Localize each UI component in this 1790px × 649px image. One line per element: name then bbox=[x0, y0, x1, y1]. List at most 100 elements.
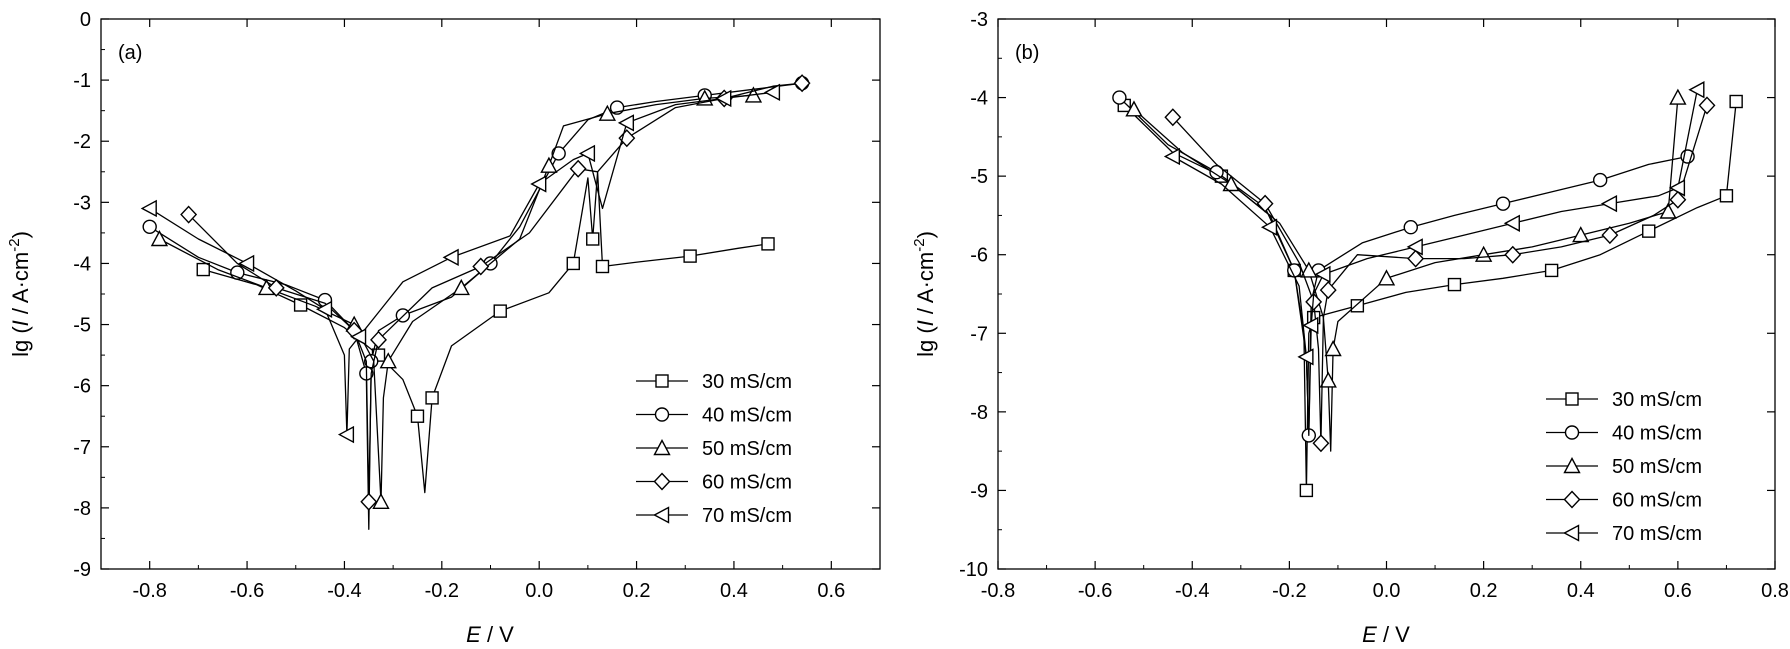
legend-entry: 50 mS/cm bbox=[1546, 456, 1702, 478]
data-point bbox=[793, 74, 811, 93]
y-tick-label: -3 bbox=[970, 9, 988, 31]
data-point bbox=[540, 156, 558, 173]
data-point bbox=[1222, 175, 1240, 192]
legend-entry: 70 mS/cm bbox=[636, 505, 792, 527]
y-tick-label: 0 bbox=[80, 9, 91, 31]
data-point bbox=[150, 230, 169, 247]
data-point bbox=[1163, 147, 1181, 166]
data-point bbox=[360, 492, 378, 511]
legend-marker bbox=[1565, 392, 1579, 406]
legend-label: 60 mS/cm bbox=[1612, 490, 1702, 512]
y-tick-label: -3 bbox=[73, 192, 91, 214]
x-tick-label: 0.6 bbox=[1664, 580, 1692, 602]
legend-entry: 60 mS/cm bbox=[1546, 490, 1702, 512]
data-point bbox=[595, 259, 610, 274]
data-point bbox=[1403, 220, 1418, 235]
data-point bbox=[452, 278, 470, 296]
series-70-ms-cm bbox=[140, 83, 781, 444]
data-point bbox=[238, 254, 255, 273]
data-point bbox=[1324, 340, 1342, 357]
x-tick-label: 0.2 bbox=[623, 580, 651, 602]
y-tick-label: -10 bbox=[959, 559, 988, 581]
data-point bbox=[196, 262, 210, 277]
legend-label: 60 mS/cm bbox=[702, 472, 792, 494]
series-40-ms-cm bbox=[142, 75, 810, 530]
x-tick-label: -0.2 bbox=[1272, 580, 1306, 602]
x-axis-symbol: E bbox=[1362, 622, 1377, 647]
legend-marker bbox=[653, 506, 670, 524]
x-axis-symbol: E bbox=[466, 622, 481, 647]
x-axis-unit: / V bbox=[481, 622, 514, 647]
data-point bbox=[617, 114, 635, 132]
legend-entry: 40 mS/cm bbox=[1546, 423, 1702, 445]
y-tick-label: -6 bbox=[73, 376, 91, 398]
data-point bbox=[1260, 218, 1278, 236]
data-point bbox=[578, 144, 596, 163]
y-axis-title: lg (I / A·cm-2) bbox=[6, 231, 33, 357]
data-point bbox=[267, 278, 285, 297]
y-tick-label: -1 bbox=[73, 70, 91, 92]
data-point bbox=[493, 304, 507, 318]
series-line bbox=[1118, 97, 1688, 437]
legend-marker bbox=[1563, 457, 1581, 474]
data-point bbox=[1314, 265, 1331, 284]
data-point bbox=[1164, 108, 1182, 127]
data-point bbox=[530, 175, 547, 193]
data-point bbox=[1300, 261, 1318, 278]
data-point bbox=[1504, 245, 1522, 264]
legend-label: 40 mS/cm bbox=[702, 405, 792, 427]
series-40-ms-cm bbox=[1112, 90, 1695, 443]
legend-entry: 30 mS/cm bbox=[636, 371, 792, 393]
data-point bbox=[1319, 281, 1337, 300]
data-point bbox=[1688, 81, 1705, 99]
series-line bbox=[1133, 97, 1679, 452]
y-tick-label: -7 bbox=[970, 323, 988, 345]
data-point bbox=[715, 89, 732, 108]
data-point bbox=[1407, 249, 1425, 268]
legend-marker bbox=[655, 374, 669, 388]
y-axis-suffix: ) bbox=[8, 231, 33, 238]
y-tick-label: -8 bbox=[73, 498, 91, 520]
data-point bbox=[1659, 202, 1677, 219]
data-point bbox=[472, 257, 490, 276]
legend-entry: 30 mS/cm bbox=[1546, 389, 1702, 411]
y-axis-prefix: lg ( bbox=[8, 326, 33, 357]
data-point bbox=[1668, 179, 1686, 197]
series-line bbox=[149, 91, 773, 436]
panel-a: -0.8 -0.6 -0.4 -0.2 0.0 0.2 0.4 0.6 0 -1 -2 -3 -4 -5 -… bbox=[6, 9, 881, 647]
x-tick-label: 0.8 bbox=[1761, 580, 1789, 602]
data-point bbox=[1698, 96, 1716, 115]
data-point bbox=[1447, 277, 1462, 292]
data-point bbox=[1209, 165, 1224, 180]
data-point bbox=[1256, 194, 1274, 213]
y-tick-label: -4 bbox=[970, 88, 988, 110]
series-line bbox=[159, 94, 754, 503]
legend-marker bbox=[1563, 524, 1580, 542]
series-line bbox=[188, 82, 803, 503]
x-axis-title: E / V bbox=[466, 622, 514, 647]
data-point bbox=[569, 159, 587, 178]
y-axis-title: lg (I / A·cm-2) bbox=[911, 231, 938, 357]
data-point bbox=[1299, 483, 1314, 498]
data-point bbox=[551, 146, 566, 161]
panel-label: (b) bbox=[1015, 42, 1039, 64]
data-point bbox=[1125, 100, 1143, 117]
x-axis-unit: / V bbox=[1377, 622, 1410, 647]
data-point bbox=[425, 391, 439, 405]
data-point bbox=[1669, 88, 1687, 105]
series-30-ms-cm bbox=[196, 171, 775, 494]
data-point bbox=[1495, 196, 1511, 211]
x-tick-label: -0.4 bbox=[327, 580, 361, 602]
data-point bbox=[1350, 299, 1365, 313]
data-point bbox=[350, 328, 367, 346]
data-point bbox=[566, 256, 580, 271]
data-point bbox=[1592, 172, 1608, 188]
data-point bbox=[180, 205, 198, 224]
series-line bbox=[203, 171, 769, 494]
panel-label: (a) bbox=[118, 42, 142, 64]
series-line bbox=[149, 82, 803, 530]
y-axis-symbol: I bbox=[8, 320, 33, 326]
data-point bbox=[586, 232, 600, 246]
data-point bbox=[1544, 263, 1559, 278]
x-tick-label: 0.4 bbox=[1567, 580, 1595, 602]
